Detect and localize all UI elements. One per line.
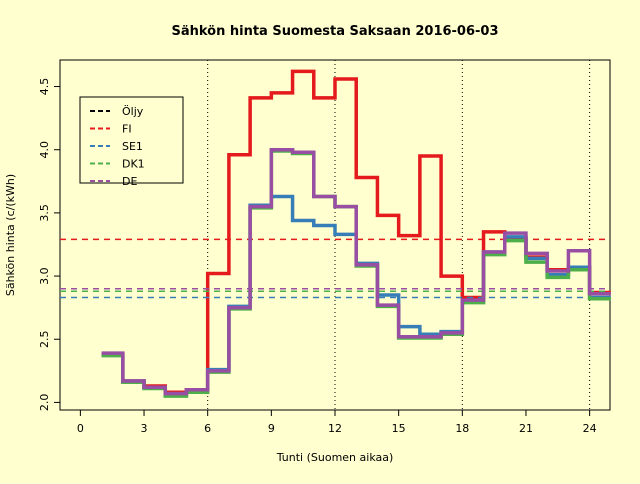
x-tick-label: 15 bbox=[392, 422, 406, 435]
legend-label: SE1 bbox=[122, 140, 143, 153]
x-tick-label: 18 bbox=[455, 422, 469, 435]
x-tick-label: 9 bbox=[268, 422, 275, 435]
legend-box bbox=[79, 96, 184, 184]
x-axis-label: Tunti (Suomen aikaa) bbox=[276, 451, 394, 464]
legend-label: DE bbox=[122, 175, 137, 188]
x-tick-label: 0 bbox=[77, 422, 84, 435]
y-tick-label: 4.5 bbox=[38, 78, 51, 96]
y-tick-label: 2.5 bbox=[38, 330, 51, 348]
legend-label: DK1 bbox=[122, 158, 145, 171]
y-tick-label: 3.5 bbox=[38, 204, 51, 222]
x-tick-label: 6 bbox=[204, 422, 211, 435]
y-tick-label: 3.0 bbox=[38, 267, 51, 285]
y-axis-label: Sähkön hinta (c/(kWh) bbox=[4, 174, 17, 296]
x-tick-label: 24 bbox=[583, 422, 597, 435]
series-line bbox=[101, 147, 611, 396]
y-tick-label: 2.0 bbox=[38, 394, 51, 412]
series-line bbox=[101, 149, 611, 398]
x-tick-label: 3 bbox=[141, 422, 148, 435]
chart-title: Sähkön hinta Suomesta Saksaan 2016-06-03 bbox=[171, 24, 498, 39]
x-tick-label: 21 bbox=[519, 422, 533, 435]
x-tick-label: 12 bbox=[328, 422, 342, 435]
legend-label: FI bbox=[122, 123, 132, 136]
legend-label: Öljy bbox=[122, 105, 144, 118]
y-tick-label: 4.0 bbox=[38, 141, 51, 159]
